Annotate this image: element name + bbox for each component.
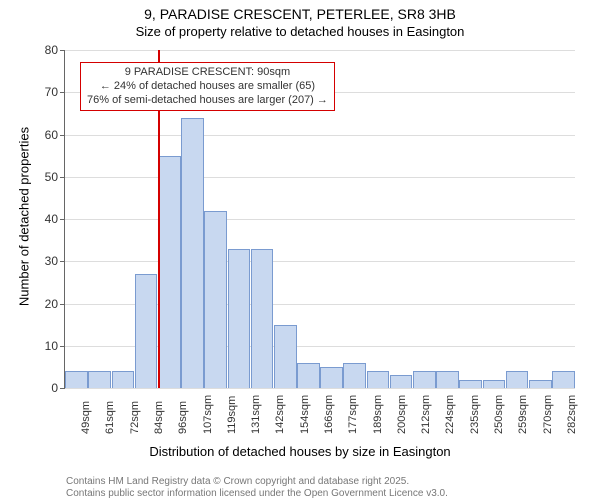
histogram-bar (367, 371, 390, 388)
footer-note: Contains public sector information licen… (66, 488, 448, 499)
ytick-mark (60, 92, 65, 93)
histogram-bar (390, 375, 413, 388)
histogram-bar (297, 363, 320, 388)
ytick-label: 70 (0, 85, 58, 99)
histogram-bar (274, 325, 297, 388)
xtick-label: 154sqm (299, 395, 311, 434)
chart-title-sub: Size of property relative to detached ho… (0, 24, 600, 39)
ytick-label: 40 (0, 212, 58, 226)
histogram-bar (320, 367, 343, 388)
ytick-label: 50 (0, 170, 58, 184)
xtick-label: 119sqm (226, 396, 238, 434)
annotation-line: ← 24% of detached houses are smaller (65… (87, 80, 328, 94)
histogram-bar (88, 371, 111, 388)
xtick-label: 250sqm (493, 395, 505, 434)
annotation-line: 76% of semi-detached houses are larger (… (87, 94, 328, 108)
histogram-bar (459, 380, 482, 388)
ytick-label: 30 (0, 254, 58, 268)
xtick-label: 282sqm (566, 395, 578, 434)
ytick-label: 10 (0, 339, 58, 353)
histogram-bar (413, 371, 436, 388)
xtick-label: 107sqm (202, 395, 214, 434)
histogram-bar (436, 371, 459, 388)
xtick-label: 96sqm (177, 401, 189, 434)
xtick-label: 131sqm (250, 395, 262, 434)
ytick-mark (60, 219, 65, 220)
xtick-label: 200sqm (396, 395, 408, 434)
histogram-bar (529, 380, 552, 388)
xtick-label: 212sqm (420, 395, 432, 434)
ytick-mark (60, 135, 65, 136)
xtick-label: 177sqm (347, 395, 359, 434)
histogram-bar (228, 249, 251, 388)
ytick-mark (60, 177, 65, 178)
footer-note: Contains HM Land Registry data © Crown c… (66, 476, 409, 487)
ytick-label: 80 (0, 43, 58, 57)
annotation-line: 9 PARADISE CRESCENT: 90sqm (87, 66, 328, 80)
annotation-box: 9 PARADISE CRESCENT: 90sqm ← 24% of deta… (80, 62, 335, 111)
gridline (65, 50, 575, 51)
xtick-label: 142sqm (274, 395, 286, 434)
ytick-mark (60, 346, 65, 347)
gridline (65, 219, 575, 220)
ytick-label: 20 (0, 297, 58, 311)
xtick-label: 61sqm (104, 401, 116, 434)
xtick-label: 224sqm (444, 395, 456, 434)
gridline (65, 388, 575, 389)
xtick-label: 166sqm (323, 395, 335, 434)
histogram-bar (204, 211, 227, 388)
xtick-label: 49sqm (80, 401, 92, 434)
xtick-label: 235sqm (469, 395, 481, 434)
histogram-bar (251, 249, 274, 388)
xtick-label: 72sqm (129, 401, 141, 434)
xtick-label: 270sqm (542, 395, 554, 434)
ytick-label: 0 (0, 381, 58, 395)
ytick-label: 60 (0, 128, 58, 142)
histogram-bar (343, 363, 366, 388)
histogram-bar (483, 380, 506, 388)
gridline (65, 177, 575, 178)
histogram-bar (65, 371, 88, 388)
histogram-bar (552, 371, 575, 388)
histogram-bar (112, 371, 135, 388)
histogram-bar (135, 274, 158, 388)
xtick-label: 189sqm (372, 395, 384, 434)
ytick-mark (60, 388, 65, 389)
histogram-bar (506, 371, 529, 388)
ytick-mark (60, 261, 65, 262)
histogram-bar (158, 156, 181, 388)
xtick-label: 84sqm (153, 401, 165, 434)
chart-container: 9, PARADISE CRESCENT, PETERLEE, SR8 3HB … (0, 0, 600, 500)
chart-title-main: 9, PARADISE CRESCENT, PETERLEE, SR8 3HB (0, 6, 600, 22)
ytick-mark (60, 304, 65, 305)
xtick-label: 259sqm (517, 395, 529, 434)
histogram-bar (181, 118, 204, 388)
gridline (65, 261, 575, 262)
x-axis-label: Distribution of detached houses by size … (0, 444, 600, 459)
gridline (65, 135, 575, 136)
ytick-mark (60, 50, 65, 51)
